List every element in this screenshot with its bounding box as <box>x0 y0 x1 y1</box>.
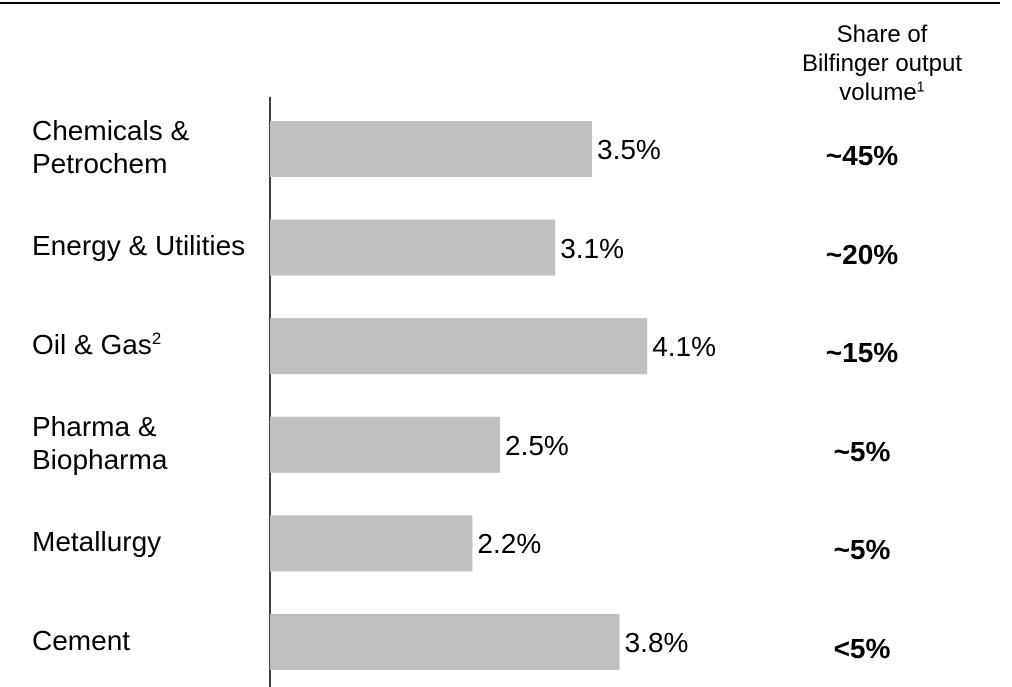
category-footnote: 2 <box>151 328 162 348</box>
share-label: ~5% <box>833 534 891 566</box>
bar <box>270 318 648 375</box>
header-line: Bilfinger output <box>752 49 1012 78</box>
bar <box>270 515 473 572</box>
share-label: ~20% <box>825 238 899 270</box>
header-line: Share of <box>752 20 1012 49</box>
share-label: ~5% <box>833 435 891 467</box>
category-label: Energy & Utilities <box>32 229 264 262</box>
category-text: Energy & Utilities <box>32 230 246 262</box>
category-label: Pharma & Biopharma <box>32 410 264 476</box>
bar <box>270 121 592 177</box>
category-label: Oil & Gas2 <box>32 328 264 361</box>
share-label: ~15% <box>825 337 899 369</box>
value-label: 3.8% <box>624 627 689 658</box>
header-text: Share of <box>836 21 928 48</box>
category-label: Metallurgy <box>32 525 264 558</box>
column-header: Share of Bilfinger output volume1 <box>752 20 1012 107</box>
category-text: Metallurgy <box>32 525 162 557</box>
category-label: Chemicals & Petrochem <box>32 114 264 180</box>
header-footnote: 1 <box>916 79 925 96</box>
bar <box>270 416 500 473</box>
share-label: ~45% <box>825 140 899 171</box>
bar <box>270 219 556 276</box>
value-label: 3.5% <box>597 134 661 165</box>
value-label: 2.5% <box>505 429 569 461</box>
category-text: Cement <box>32 624 131 656</box>
category-text: Chemicals & Petrochem <box>32 115 190 179</box>
category-text: Oil & Gas <box>32 328 152 360</box>
category-label: Cement <box>32 624 264 657</box>
value-label: 3.1% <box>560 232 625 264</box>
share-label: <5% <box>833 633 891 664</box>
category-text: Pharma & Biopharma <box>32 410 168 475</box>
value-label: 4.1% <box>652 331 717 363</box>
header-line: volume1 <box>752 78 1012 107</box>
header-text: Bilfinger output <box>801 50 963 77</box>
value-label: 2.2% <box>477 528 542 560</box>
header-text: volume <box>839 79 917 106</box>
bar <box>270 614 620 670</box>
